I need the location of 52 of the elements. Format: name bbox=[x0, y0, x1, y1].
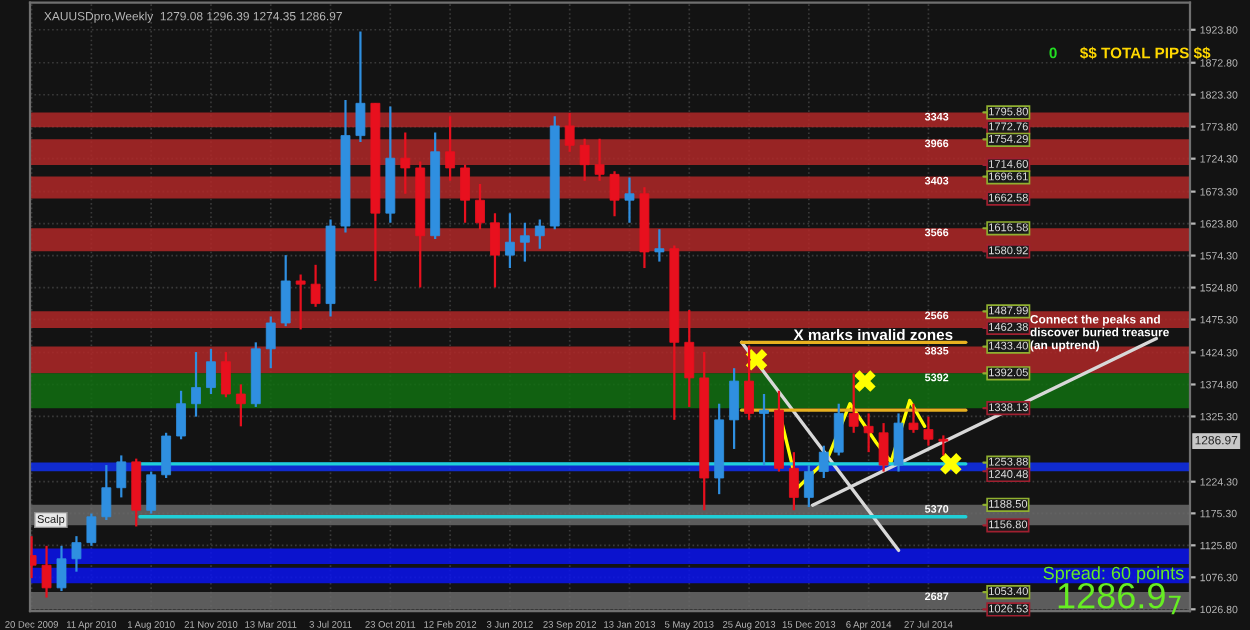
candlestick bbox=[923, 415, 934, 447]
candlestick bbox=[789, 451, 799, 512]
candlestick bbox=[191, 350, 201, 418]
candlestick bbox=[41, 544, 52, 599]
point bbox=[745, 349, 768, 371]
candlestick bbox=[863, 412, 874, 454]
point bbox=[854, 370, 876, 392]
candlestick bbox=[759, 392, 769, 467]
candlestick bbox=[505, 212, 515, 270]
candlestick bbox=[609, 170, 620, 218]
candlestick bbox=[475, 182, 485, 231]
candlestick bbox=[490, 212, 500, 289]
candlestick bbox=[744, 344, 754, 421]
candlestick bbox=[235, 383, 246, 428]
annotation: 1286.9$_{7}$ bbox=[1058, 582, 1181, 615]
candlestick bbox=[146, 470, 157, 515]
candlestick bbox=[579, 137, 590, 182]
candlestick bbox=[355, 30, 366, 144]
candlestick bbox=[460, 163, 470, 224]
candlestick bbox=[729, 367, 740, 451]
annotation: Spread: 60 points bbox=[1043, 566, 1184, 583]
candlestick bbox=[519, 221, 530, 263]
candlestick bbox=[176, 389, 186, 441]
candlestick bbox=[833, 402, 844, 457]
candlestick bbox=[848, 372, 859, 434]
candlestick bbox=[654, 228, 665, 263]
candlestick bbox=[878, 421, 889, 473]
candlestick bbox=[206, 347, 216, 396]
candlestick bbox=[116, 454, 127, 499]
candlestick bbox=[564, 111, 575, 153]
candlestick bbox=[295, 273, 306, 331]
candlestick bbox=[893, 412, 904, 473]
candlestick bbox=[938, 434, 949, 457]
candlestick bbox=[818, 444, 829, 480]
candlestick bbox=[101, 463, 112, 522]
candlestick bbox=[534, 218, 545, 250]
candlestick bbox=[56, 544, 67, 593]
point bbox=[940, 453, 962, 475]
candlestick bbox=[445, 115, 456, 182]
candlestick bbox=[86, 512, 97, 547]
candlestick bbox=[310, 263, 321, 308]
candlestick bbox=[280, 254, 291, 328]
candlestick bbox=[161, 431, 172, 480]
candlestick bbox=[400, 131, 411, 195]
candlestick bbox=[803, 463, 814, 509]
candlestick bbox=[594, 137, 605, 182]
candlestick bbox=[684, 308, 695, 409]
candlestick bbox=[624, 176, 635, 224]
candlestick bbox=[908, 402, 919, 434]
candlestick bbox=[221, 350, 231, 399]
candlestick bbox=[265, 315, 276, 370]
candlestick bbox=[71, 535, 82, 573]
